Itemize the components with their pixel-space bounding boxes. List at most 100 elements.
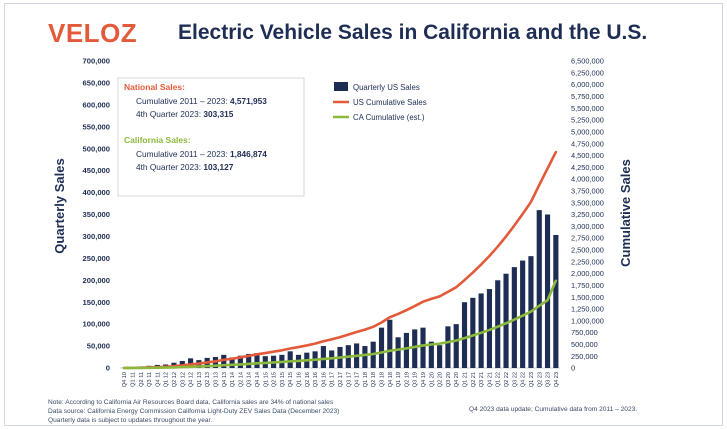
y-tick-label: 700,000 (83, 57, 110, 66)
x-tick-label: Q2 14 (238, 372, 244, 387)
x-tick-label: Q3 11 (147, 372, 153, 387)
y-tick-label: 0 (106, 364, 110, 373)
national-q4-label: 4th Quarter 2023: (136, 109, 203, 119)
chart-title: Electric Vehicle Sales in California and… (178, 21, 648, 44)
line-ca-cumulative (122, 279, 558, 370)
y2-tick-label: 2,250,000 (571, 257, 604, 266)
x-tick-label: Q4 19 (421, 372, 427, 387)
national-heading: National Sales: (124, 82, 185, 92)
bar-quarterly-sales (412, 329, 418, 368)
y2-tick-label: 6,250,000 (571, 68, 604, 77)
bar-quarterly-sales (553, 234, 559, 368)
x-tick-label: Q2 22 (504, 372, 510, 387)
bar-quarterly-sales (486, 289, 493, 368)
y2-tick-label: 3,000,000 (571, 222, 604, 231)
bar-quarterly-sales (511, 267, 517, 368)
y2-tick-label: 5,250,000 (571, 116, 604, 125)
y-tick-label: 350,000 (83, 210, 110, 219)
y2-tick-label: 0 (571, 364, 575, 373)
bar-quarterly-sales (478, 293, 484, 368)
y-tick-label: 300,000 (83, 232, 110, 241)
x-tick-label: Q1 22 (496, 372, 502, 387)
bar-quarterly-sales (403, 332, 409, 368)
national-q4: 4th Quarter 2023: 303,315 (136, 109, 234, 119)
x-tick-label: Q1 18 (363, 372, 369, 387)
y2-axis-label: Cumulative Sales (618, 159, 633, 267)
line-us-cumulative (122, 150, 558, 370)
y-tick-label: 600,000 (83, 100, 110, 109)
x-tick-label: Q2 11 (139, 372, 145, 387)
veloz-logo: VELOZ (48, 18, 138, 48)
bar-quarterly-sales (445, 326, 451, 368)
bar-quarterly-sales (246, 353, 252, 368)
y-tick-label: 200,000 (83, 276, 110, 285)
x-tick-label: Q4 22 (521, 372, 527, 387)
y2-tick-label: 3,250,000 (571, 210, 604, 219)
y-tick-label: 450,000 (83, 166, 110, 175)
y2-tick-label: 4,500,000 (571, 151, 604, 160)
bar-quarterly-sales (395, 337, 401, 368)
x-tick-label: Q2 16 (305, 372, 311, 387)
national-cumulative-value: 4,571,953 (230, 96, 267, 106)
summary-box (117, 77, 305, 197)
x-tick-label: Q2 20 (438, 372, 444, 387)
x-tick-label: Q3 13 (213, 372, 219, 387)
y-tick-label: 550,000 (83, 122, 110, 131)
y2-tick-label: 1,000,000 (571, 316, 604, 325)
x-tick-label: Q3 15 (280, 372, 286, 387)
bar-quarterly-sales (362, 346, 368, 368)
x-tick-label: Q1 11 (130, 372, 136, 387)
y2-tick-label: 500,000 (571, 340, 598, 349)
x-tick-label: Q4 20 (454, 372, 460, 387)
national-cumulative: Cumulative 2011 – 2023: 4,571,953 (136, 96, 267, 106)
x-tick-label: Q4 13 (222, 372, 228, 387)
footer-note-2: Data source: California Energy Commissio… (48, 408, 340, 415)
bar-quarterly-sales (544, 214, 551, 368)
legend-label-ca-cumulative: CA Cumulative (est.) (353, 113, 425, 122)
x-tick-label: Q2 12 (172, 372, 178, 387)
x-tick-label: Q4 11 (155, 372, 161, 387)
bar-quarterly-sales (461, 302, 468, 368)
x-tick-label: Q2 18 (371, 372, 377, 387)
chart-frame (4, 3, 723, 426)
bar-quarterly-sales (378, 327, 385, 368)
y2-tick-label: 1,500,000 (571, 293, 604, 302)
x-tick-label: Q4 14 (255, 372, 261, 387)
y2-tick-label: 5,750,000 (571, 92, 604, 101)
bar-quarterly-sales (221, 354, 227, 368)
legend-swatch-quarterly (334, 82, 348, 91)
x-tick-label: Q4 18 (388, 372, 394, 387)
footer-note-1: Note: According to California Air Resour… (48, 399, 334, 406)
x-tick-label: Q1 14 (230, 372, 236, 387)
x-tick-label: Q4 15 (288, 372, 294, 387)
x-tick-label: Q1 20 (429, 372, 435, 387)
ca-cumulative: Cumulative 2011 – 2023: 1,846,874 (136, 149, 267, 159)
x-tick-label: Q2 21 (471, 372, 477, 387)
national-q4-value: 303,315 (203, 109, 233, 119)
y-axis-label: Quarterly Sales (52, 158, 67, 253)
bar-quarterly-sales (453, 324, 459, 368)
y2-tick-label: 2,000,000 (571, 269, 604, 278)
ca-q4: 4th Quarter 2023: 103,127 (136, 162, 234, 172)
y2-tick-label: 3,750,000 (571, 186, 604, 195)
y2-tick-label: 2,500,000 (571, 246, 604, 255)
x-tick-label: Q4 21 (487, 372, 493, 387)
y2-tick-label: 250,000 (571, 352, 598, 361)
footer-note-3: Quarterly data is subject to updates thr… (48, 417, 213, 424)
x-tick-label: Q1 23 (529, 372, 535, 387)
y2-tick-label: 6,000,000 (571, 80, 604, 89)
footer-update-note: Q4 2023 data update; Cumulative data fro… (469, 406, 638, 413)
y-tick-label: 400,000 (83, 188, 110, 197)
x-tick-label: Q3 23 (546, 372, 552, 387)
x-tick-label: Q3 22 (512, 372, 518, 387)
y2-tick-label: 3,500,000 (571, 198, 604, 207)
bar-quarterly-sales (320, 346, 326, 368)
x-tick-label: Q1 16 (296, 372, 302, 387)
y2-tick-label: 4,250,000 (571, 163, 604, 172)
legend-label-quarterly: Quarterly US Sales (353, 83, 420, 92)
x-tick-label: Q4 16 (321, 372, 327, 387)
x-tick-label: Q3 16 (313, 372, 319, 387)
y2-tick-label: 2,750,000 (571, 234, 604, 243)
x-tick-label: Q4 23 (554, 372, 560, 387)
